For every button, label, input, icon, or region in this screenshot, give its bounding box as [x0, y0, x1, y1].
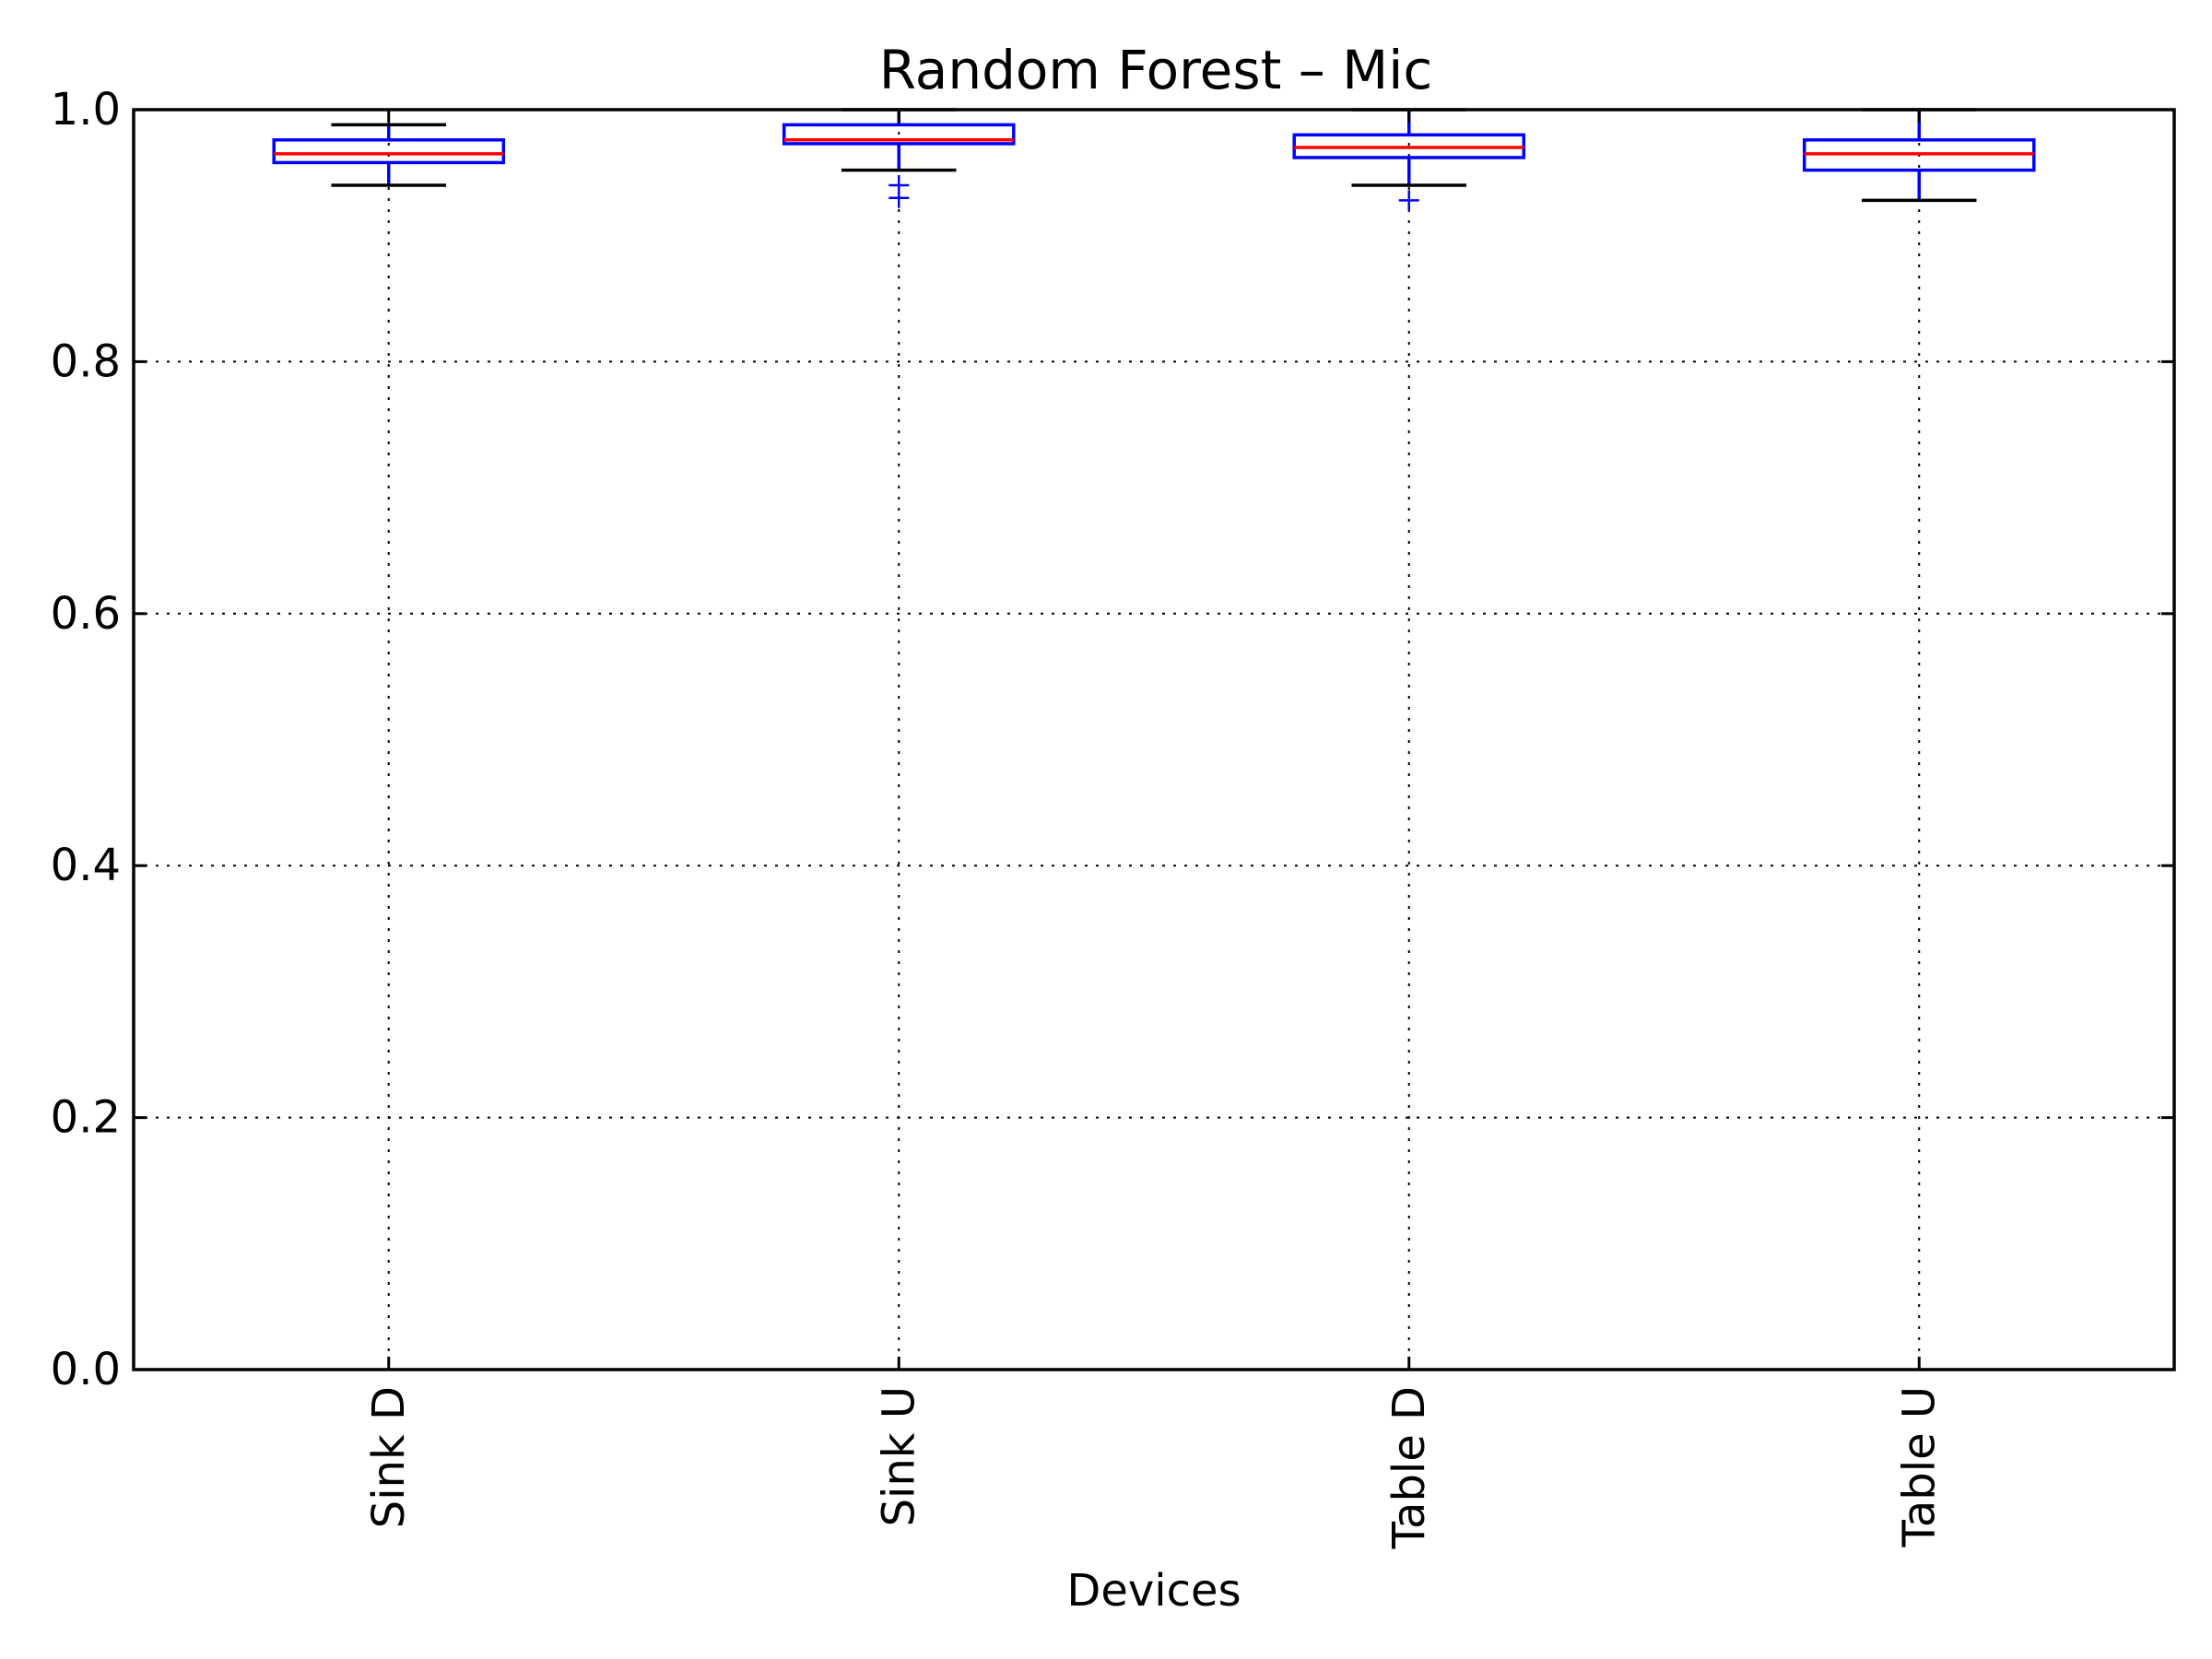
box-sink-u: [782, 108, 1016, 208]
y-tick-label: 1.0: [51, 84, 121, 135]
y-tick-label: 0.4: [51, 840, 121, 891]
x-tick-label: Sink U: [873, 1386, 924, 1526]
outlier-marker: [1398, 190, 1419, 211]
grid-lines: [134, 110, 2174, 1370]
x-tick-label: Table D: [1383, 1386, 1435, 1549]
x-tick-label: Table U: [1893, 1386, 1945, 1548]
box-table-u: [1802, 108, 2036, 203]
x-axis-label: Devices: [1066, 1565, 1241, 1617]
box-sink-d: [272, 123, 506, 187]
outlier-marker: [888, 187, 910, 208]
plot-frame: [132, 108, 2176, 1371]
x-tick-label: Sink D: [363, 1386, 415, 1528]
iqr-box: [272, 138, 506, 165]
chart-title: Random Forest – Mic: [879, 39, 1432, 101]
box-table-d: [1292, 108, 1526, 211]
y-tick-label: 0.0: [51, 1344, 121, 1395]
y-tick-label: 0.6: [51, 588, 121, 640]
y-tick-label: 0.2: [51, 1092, 121, 1144]
box-series: [272, 108, 2036, 211]
iqr-box: [782, 123, 1016, 146]
axis-ticks: 0.0 0.2 0.4 0.6 0.8 1.0 Sink D Sink U Table D Tab…: [51, 84, 2174, 1549]
y-tick-label: 0.8: [51, 335, 121, 387]
